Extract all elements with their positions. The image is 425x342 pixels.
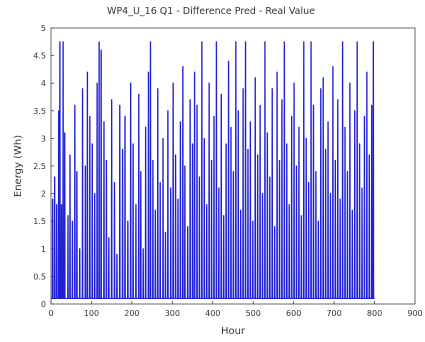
y-axis-ticks: 0 0.5 1 1.5 2 2.5 3 3.5 4 4.5 5 — [33, 24, 54, 309]
x-tick-label: 0 — [48, 309, 53, 318]
y-tick-label: 4.5 — [33, 52, 46, 61]
y-tick-label: 5 — [41, 24, 46, 33]
y-tick-label: 1.5 — [33, 217, 46, 226]
y-axis-label: Energy (Wh) — [13, 135, 24, 197]
x-tick-label: 400 — [205, 309, 220, 318]
x-axis-label: Hour — [221, 326, 246, 337]
y-tick-label: 2 — [41, 190, 46, 199]
y-tick-label: 4 — [41, 79, 46, 88]
x-tick-label: 300 — [165, 309, 180, 318]
y-tick-label: 2.5 — [33, 162, 46, 171]
x-tick-label: 800 — [367, 309, 382, 318]
y-tick-label: 3.5 — [33, 107, 46, 116]
series-line-0 — [51, 41, 375, 300]
x-tick-label: 900 — [407, 309, 422, 318]
x-tick-label: 600 — [286, 309, 301, 318]
x-tick-label: 700 — [326, 309, 341, 318]
x-tick-label: 500 — [246, 309, 261, 318]
y-tick-label: 0.5 — [33, 272, 46, 281]
y-tick-label: 3 — [41, 134, 46, 143]
x-axis-ticks: 0 100 200 300 400 500 600 700 800 900 — [48, 301, 423, 318]
chart-title: WP4_U_16 Q1 - Difference Pred - Real Val… — [107, 6, 315, 17]
x-tick-label: 200 — [124, 309, 139, 318]
y-tick-label: 1 — [41, 245, 46, 254]
x-tick-label: 100 — [84, 309, 99, 318]
y-tick-label: 0 — [41, 300, 46, 309]
